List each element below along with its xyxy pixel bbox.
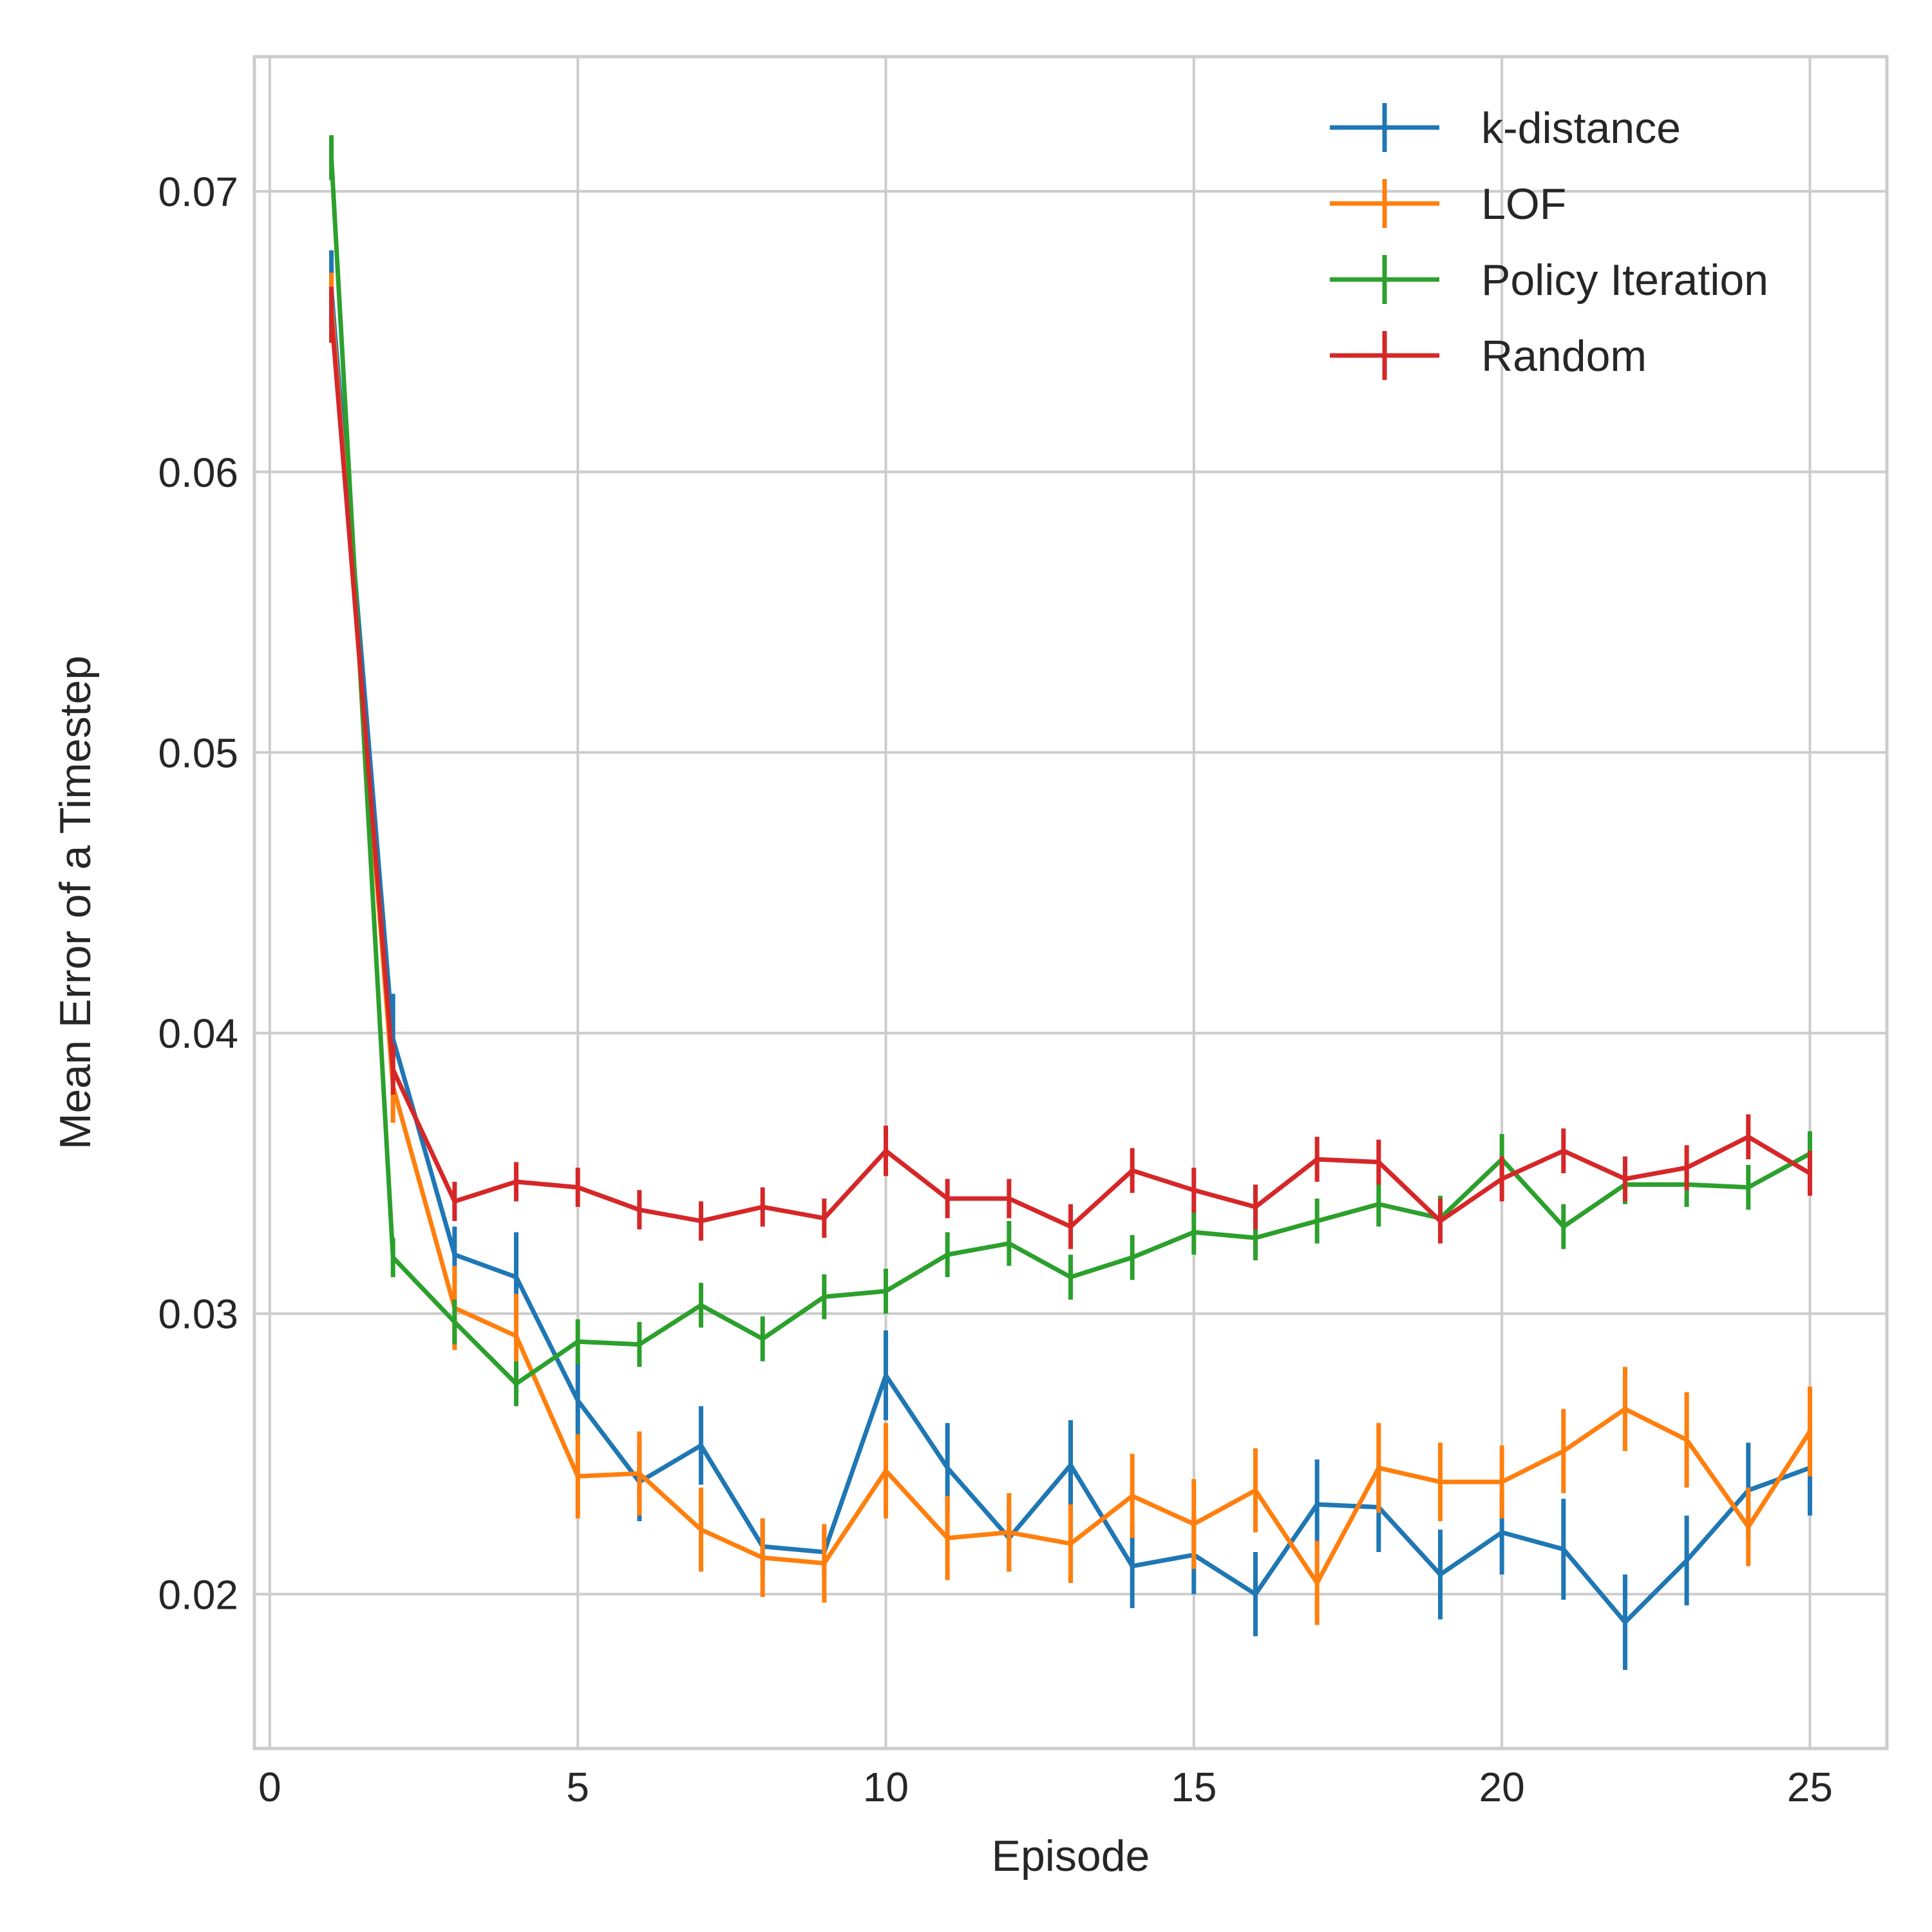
series-3 <box>329 287 1812 1249</box>
legend-item: LOF <box>1330 179 1566 229</box>
y-axis-label: Mean Error of a Timestep <box>51 656 100 1150</box>
legend-item: k-distance <box>1330 103 1681 153</box>
x-tick-label: 15 <box>1171 1764 1217 1810</box>
x-tick-label: 20 <box>1479 1764 1525 1810</box>
x-tick-label: 5 <box>566 1764 589 1810</box>
y-tick-label: 0.06 <box>158 450 238 496</box>
legend-label: Policy Iteration <box>1481 256 1768 305</box>
x-axis-label: Episode <box>992 1832 1150 1880</box>
legend-label: LOF <box>1481 180 1566 229</box>
plot-frame <box>252 55 1889 1750</box>
y-tick-label: 0.07 <box>158 169 238 215</box>
y-tick-label: 0.02 <box>158 1571 238 1618</box>
legend-item: Policy Iteration <box>1330 255 1768 305</box>
legend: k-distance LOF Policy Iteration Random <box>1330 103 1768 381</box>
series-1 <box>329 272 1812 1625</box>
legend-item: Random <box>1330 331 1647 381</box>
x-tick-label: 0 <box>258 1764 281 1810</box>
x-tick-label: 10 <box>863 1764 909 1810</box>
x-tick-label: 25 <box>1787 1764 1833 1810</box>
y-tick-label: 0.05 <box>158 730 238 776</box>
y-tick-label: 0.04 <box>158 1010 238 1057</box>
grid <box>254 57 1887 1748</box>
legend-label: Random <box>1481 332 1647 381</box>
tick-labels: 0 5 10 15 20 25 0.02 0.03 0.04 0.05 0.06 0.07 <box>158 169 1833 1810</box>
legend-label: k-distance <box>1481 104 1681 153</box>
series-group <box>329 135 1812 1671</box>
y-tick-label: 0.03 <box>158 1291 238 1338</box>
